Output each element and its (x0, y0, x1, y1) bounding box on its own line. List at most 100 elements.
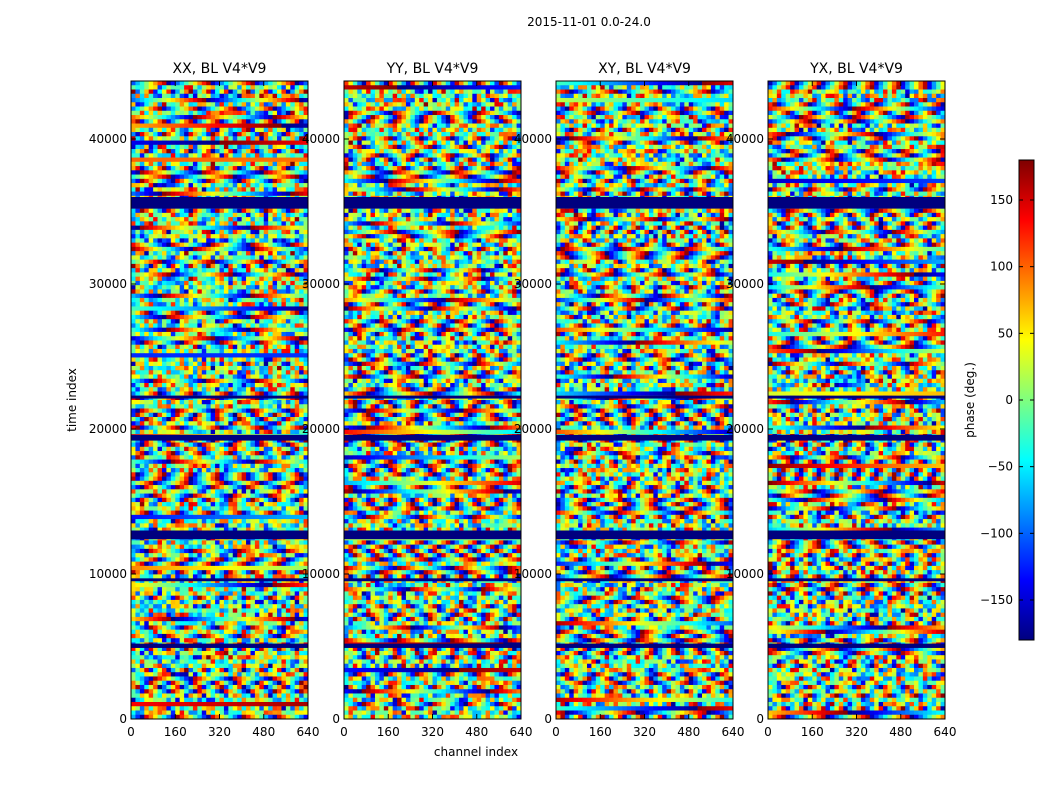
phase-cell (259, 604, 265, 609)
phase-cell (192, 544, 198, 550)
phase-cell (259, 357, 265, 363)
phase-cell (219, 540, 225, 545)
phase-cell (294, 595, 300, 601)
phase-cell (166, 323, 172, 329)
phase-cell (246, 348, 251, 354)
phase-cell (268, 374, 273, 380)
phase-cell (135, 259, 141, 265)
phase-cell (175, 246, 181, 252)
phase-cell (228, 387, 234, 392)
phase-cell (157, 85, 163, 90)
phase-cell (268, 174, 273, 180)
phase-cell (192, 174, 198, 180)
phase-cell (277, 98, 282, 103)
phase-cell (166, 587, 172, 592)
phase-cell (153, 251, 158, 256)
phase-cell (285, 314, 291, 320)
phase-cell (254, 527, 260, 533)
phase-cell (197, 608, 203, 614)
phase-cell (228, 570, 234, 575)
phase-cell (153, 391, 158, 397)
phase-cell (179, 234, 185, 239)
phase-cell (228, 599, 234, 605)
phase-cell (139, 544, 145, 550)
phase-cell (241, 238, 247, 243)
phase-cell (303, 336, 309, 341)
phase-cell (139, 608, 145, 614)
phase-cell (232, 463, 238, 469)
phase-cell (210, 472, 216, 477)
phase-cell (201, 93, 207, 99)
phase-cell (259, 187, 265, 192)
phase-cell (294, 493, 300, 499)
phase-cell (148, 468, 154, 473)
phase-cell (241, 234, 247, 239)
phase-cell (268, 421, 273, 426)
phase-cell (254, 587, 260, 592)
phase-cell (175, 263, 181, 269)
phase-cell (192, 302, 198, 307)
phase-cell (294, 251, 300, 256)
phase-cell (259, 455, 265, 460)
phase-cell (139, 81, 145, 86)
phase-cell (263, 238, 269, 243)
phase-cell (259, 178, 265, 184)
phase-cell (192, 455, 198, 460)
phase-cell (166, 191, 172, 197)
phase-cell (210, 102, 216, 107)
phase-cell (184, 468, 189, 473)
phase-cell (246, 412, 251, 418)
phase-cell (139, 161, 145, 167)
phase-cell (139, 102, 145, 107)
phase-cell (201, 157, 207, 163)
phase-cell (250, 348, 256, 354)
phase-cell (299, 280, 304, 286)
phase-cell (299, 263, 304, 269)
phase-cell (131, 276, 136, 282)
phase-cell (219, 523, 225, 528)
phase-cell (215, 374, 220, 380)
phase-cell (219, 149, 225, 154)
phase-cell (277, 191, 282, 197)
phase-cell (139, 361, 145, 367)
phase-cell (144, 582, 150, 588)
phase-cell (206, 404, 211, 409)
phase-cell (285, 306, 291, 312)
phase-cell (299, 314, 304, 320)
phase-cell (175, 493, 181, 499)
phase-cell (157, 514, 163, 520)
phase-cell (250, 506, 256, 511)
phase-cell (237, 421, 242, 426)
phase-cell (246, 174, 251, 180)
phase-cell (277, 417, 282, 422)
phase-cell (254, 110, 260, 116)
phase-cell (303, 98, 309, 103)
phase-cell (188, 565, 194, 571)
phase-cell (285, 476, 291, 482)
phase-cell (285, 178, 291, 184)
phase-cell (166, 319, 172, 324)
phase-cell (219, 468, 225, 473)
phase-cell (219, 259, 225, 265)
phase-cell (135, 280, 141, 286)
phase-cell (215, 242, 220, 248)
phase-cell (201, 400, 207, 405)
phase-cell (285, 221, 291, 226)
phase-cell (285, 544, 291, 550)
phase-cell (170, 348, 176, 354)
phase-cell (192, 365, 198, 371)
phase-cell (299, 493, 304, 499)
phase-cell (237, 81, 242, 86)
phase-cell (144, 344, 150, 350)
phase-cell (228, 238, 234, 243)
phase-cell (139, 183, 145, 188)
phase-cell (135, 348, 141, 354)
phase-cell (175, 523, 181, 528)
phase-cell (294, 599, 300, 605)
phase-cell (228, 374, 234, 380)
phase-cell (237, 591, 242, 596)
phase-cell (277, 348, 282, 354)
phase-cell (215, 136, 220, 141)
phase-cell (263, 565, 269, 571)
phase-cell (299, 421, 304, 426)
